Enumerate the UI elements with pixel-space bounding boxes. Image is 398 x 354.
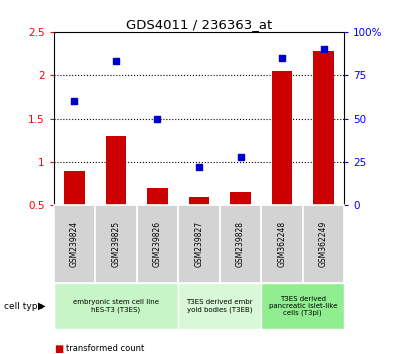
Point: [71, 98, 78, 104]
Point: [237, 154, 244, 160]
Text: ▶: ▶: [38, 301, 45, 311]
Title: GDS4011 / 236363_at: GDS4011 / 236363_at: [126, 18, 272, 31]
Text: transformed count: transformed count: [66, 344, 144, 353]
Text: embryonic stem cell line
hES-T3 (T3ES): embryonic stem cell line hES-T3 (T3ES): [73, 299, 159, 313]
Bar: [271, 71, 293, 249]
Bar: [178, 205, 220, 283]
Bar: [261, 283, 344, 329]
Text: cell type: cell type: [4, 302, 43, 311]
Bar: [105, 136, 126, 249]
Text: ■: ■: [54, 344, 63, 354]
Text: GSM239824: GSM239824: [70, 221, 79, 267]
Bar: [54, 283, 178, 329]
Point: [320, 46, 327, 52]
Text: GSM362248: GSM362248: [277, 221, 287, 267]
Bar: [147, 188, 168, 249]
Text: GSM239826: GSM239826: [153, 221, 162, 267]
Bar: [137, 205, 178, 283]
Point: [154, 116, 161, 121]
Bar: [220, 205, 261, 283]
Bar: [261, 205, 303, 283]
Bar: [303, 205, 344, 283]
Text: GSM362249: GSM362249: [319, 221, 328, 267]
Bar: [178, 283, 261, 329]
Bar: [54, 205, 95, 283]
Bar: [95, 205, 137, 283]
Text: T3ES derived
pancreatic islet-like
cells (T3pi): T3ES derived pancreatic islet-like cells…: [269, 296, 337, 316]
Text: GSM239828: GSM239828: [236, 221, 245, 267]
Bar: [230, 192, 251, 249]
Point: [279, 55, 285, 61]
Bar: [64, 171, 85, 249]
Text: T3ES derived embr
yoid bodies (T3EB): T3ES derived embr yoid bodies (T3EB): [187, 299, 253, 313]
Point: [113, 58, 119, 64]
Bar: [313, 51, 334, 249]
Point: [196, 164, 202, 170]
Bar: [189, 197, 209, 249]
Text: GSM239827: GSM239827: [195, 221, 203, 267]
Text: GSM239825: GSM239825: [111, 221, 121, 267]
